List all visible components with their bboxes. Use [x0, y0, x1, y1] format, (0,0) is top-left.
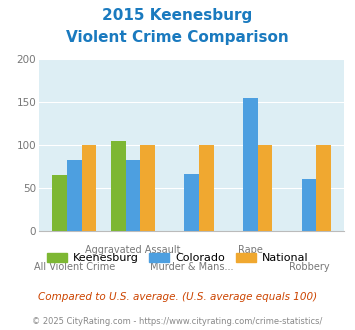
- Text: Robbery: Robbery: [289, 262, 329, 272]
- Bar: [82, 145, 96, 231]
- Bar: [52, 175, 67, 231]
- Bar: [243, 98, 258, 231]
- Bar: [316, 145, 331, 231]
- Bar: [140, 145, 155, 231]
- Text: Aggravated Assault: Aggravated Assault: [85, 245, 181, 255]
- Text: Violent Crime Comparison: Violent Crime Comparison: [66, 30, 289, 45]
- Text: 2015 Keenesburg: 2015 Keenesburg: [102, 8, 253, 23]
- Bar: [111, 141, 126, 231]
- Text: © 2025 CityRating.com - https://www.cityrating.com/crime-statistics/: © 2025 CityRating.com - https://www.city…: [32, 317, 323, 326]
- Text: Compared to U.S. average. (U.S. average equals 100): Compared to U.S. average. (U.S. average …: [38, 292, 317, 302]
- Bar: [258, 145, 272, 231]
- Bar: [199, 145, 214, 231]
- Legend: Keenesburg, Colorado, National: Keenesburg, Colorado, National: [43, 248, 312, 268]
- Bar: [67, 160, 82, 231]
- Bar: [126, 160, 140, 231]
- Text: Rape: Rape: [238, 245, 263, 255]
- Bar: [302, 179, 316, 231]
- Bar: [184, 174, 199, 231]
- Text: All Violent Crime: All Violent Crime: [34, 262, 115, 272]
- Text: Murder & Mans...: Murder & Mans...: [150, 262, 234, 272]
